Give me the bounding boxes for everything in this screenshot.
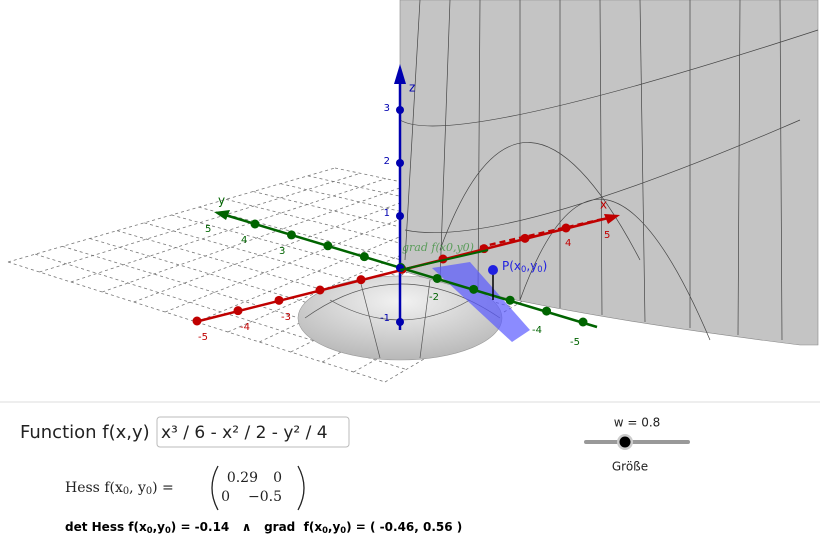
axis-dot <box>542 306 552 316</box>
axis-dot <box>323 241 333 251</box>
point-p[interactable] <box>488 265 498 275</box>
graphics-3d[interactable]: P(x0,y0) grad f(x0,y0) x y z -5 -4 -3 4 … <box>0 0 820 400</box>
z-axis-label: z <box>409 81 415 95</box>
axis-dot <box>396 318 404 326</box>
axis-dot <box>396 106 404 114</box>
y-arrow <box>214 210 230 220</box>
y-tick-label: -4 <box>532 325 542 336</box>
axis-dot <box>505 295 515 305</box>
grid-line <box>102 183 412 293</box>
axis-dot <box>561 223 571 233</box>
summary: det Hess f(x0,y0) = -0.14 ∧ grad f(x0,y0… <box>65 520 462 535</box>
z-arrow <box>394 64 406 84</box>
y-axis-label: y <box>218 194 225 208</box>
axis-dot <box>286 230 296 240</box>
hessian-label: Hess f(x0, y0) = <box>65 480 174 497</box>
z-tick-label: 3 <box>384 103 390 114</box>
surface-sheet-mesh <box>399 0 819 341</box>
grid-line <box>196 199 488 323</box>
gradient-vector <box>399 249 489 271</box>
y-axis <box>221 212 598 329</box>
tangent-plane <box>432 262 530 342</box>
slider-label: w = 0.8 <box>614 416 661 430</box>
point-label: P(x0,y0) <box>502 259 547 274</box>
x-axis-label: x <box>600 198 607 212</box>
matrix-brackets <box>211 465 305 511</box>
axis-dot <box>315 285 325 295</box>
input-label: Function f(x,y) = <box>20 422 171 443</box>
slider-knob[interactable] <box>619 436 631 448</box>
axis-dot <box>250 219 260 229</box>
axis-dot <box>192 316 202 326</box>
matrix-entry: 0.29 <box>227 470 258 486</box>
y-tick-label: -2 <box>429 292 439 303</box>
z-tick-label: -1 <box>380 313 390 324</box>
axis-dot <box>578 317 588 327</box>
slider-caption: Größe <box>612 460 648 474</box>
x-tick-label: 4 <box>565 238 571 249</box>
surface-sheet <box>399 0 819 346</box>
axis-dot <box>396 264 404 272</box>
axis-dot <box>520 233 530 243</box>
z-tick-label: 2 <box>384 156 390 167</box>
axis-dot <box>274 295 284 305</box>
matrix-entry: 0 <box>273 470 282 486</box>
x-tick-label: -3 <box>281 312 291 323</box>
y-tick-label: 4 <box>241 235 247 246</box>
x-axis-hidden <box>479 215 613 249</box>
function-input[interactable] <box>156 416 350 448</box>
axis-dot <box>359 252 369 262</box>
axis-dot <box>396 159 404 167</box>
x-tick-label: -4 <box>240 322 250 333</box>
axis-dot <box>469 284 479 294</box>
axis-dot <box>233 306 243 316</box>
x-arrow <box>604 214 620 224</box>
matrix-entry: 0 <box>221 489 230 505</box>
y-tick-label: -5 <box>570 337 580 348</box>
axis-dot <box>396 212 404 220</box>
axis-dot <box>356 275 366 285</box>
matrix-entry: −0.5 <box>248 489 282 505</box>
function-input-value: x³ / 6 - x² / 2 - y² / 4 <box>161 423 328 443</box>
axis-dot <box>432 273 442 283</box>
y-tick-label: 3 <box>279 246 285 257</box>
gradient-label: grad f(x0,y0) <box>402 241 474 254</box>
z-tick-label: 1 <box>384 208 390 219</box>
y-tick-label: 5 <box>205 224 211 235</box>
x-tick-label: 5 <box>604 230 610 241</box>
x-tick-label: -5 <box>198 332 208 343</box>
